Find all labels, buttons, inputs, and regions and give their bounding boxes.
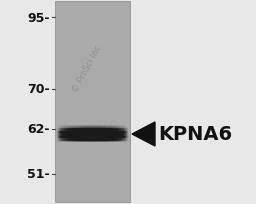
Text: 95-: 95-	[27, 11, 50, 24]
Text: 70-: 70-	[27, 83, 50, 96]
Bar	[55, 2, 130, 202]
Polygon shape	[132, 122, 155, 146]
Text: 62-: 62-	[27, 123, 50, 136]
Text: 51-: 51-	[27, 168, 50, 181]
Text: © ProSci Inc.: © ProSci Inc.	[71, 42, 105, 94]
Text: KPNA6: KPNA6	[158, 125, 232, 144]
